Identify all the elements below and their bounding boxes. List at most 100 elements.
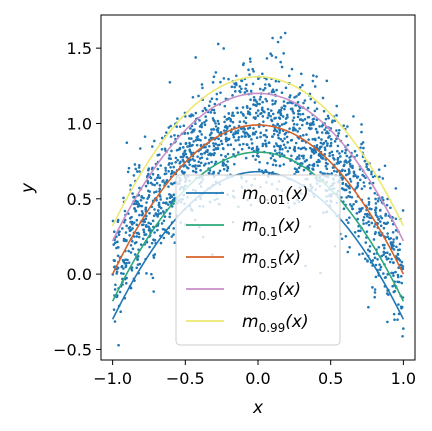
scatter-point	[393, 289, 397, 293]
scatter-point	[367, 203, 371, 206]
scatter-point	[397, 303, 400, 306]
scatter-point	[232, 132, 236, 135]
scatter-point	[227, 138, 230, 141]
scatter-point	[234, 139, 237, 142]
scatter-point	[295, 95, 298, 98]
x-tick-label: −0.5	[166, 369, 205, 388]
scatter-point	[313, 101, 317, 104]
scatter-point	[402, 327, 405, 330]
scatter-point	[187, 160, 191, 164]
scatter-point	[280, 152, 284, 156]
scatter-point	[140, 196, 143, 199]
scatter-point	[360, 142, 363, 146]
scatter-point	[325, 144, 329, 147]
scatter-point	[326, 142, 329, 145]
scatter-point	[257, 155, 260, 158]
scatter-point	[363, 184, 366, 188]
scatter-point	[192, 140, 195, 143]
scatter-point	[389, 241, 393, 244]
scatter-point	[152, 238, 155, 242]
scatter-point	[317, 136, 321, 139]
scatter-point	[283, 137, 286, 140]
scatter-point	[176, 117, 179, 120]
scatter-point	[280, 123, 284, 126]
scatter-point	[249, 89, 253, 93]
scatter-point	[124, 258, 127, 261]
scatter-point	[297, 112, 300, 116]
scatter-point	[188, 163, 191, 166]
scatter-point	[256, 102, 259, 106]
scatter-point	[298, 157, 301, 160]
scatter-point	[187, 137, 191, 140]
scatter-point	[278, 151, 281, 154]
scatter-point	[298, 109, 301, 112]
scatter-point	[114, 283, 117, 287]
scatter-point	[300, 154, 304, 158]
scatter-point	[365, 221, 368, 225]
scatter-point	[207, 161, 211, 165]
scatter-point	[135, 223, 139, 227]
scatter-point	[247, 68, 250, 72]
scatter-point	[230, 85, 234, 89]
scatter-point	[155, 181, 159, 185]
scatter-point	[351, 207, 354, 211]
scatter-point	[374, 275, 378, 279]
scatter-point	[361, 141, 365, 144]
scatter-point	[212, 128, 216, 131]
scatter-point	[131, 192, 134, 195]
scatter-point	[170, 162, 174, 165]
scatter-point	[271, 36, 274, 40]
scatter-point	[159, 198, 163, 201]
scatter-point	[296, 100, 300, 104]
scatter-point	[263, 86, 267, 90]
scatter-point	[261, 115, 265, 118]
scatter-point	[141, 237, 145, 241]
scatter-point	[380, 254, 384, 258]
scatter-point	[286, 115, 289, 119]
scatter-point	[142, 223, 145, 227]
scatter-point	[336, 144, 340, 148]
scatter-point	[242, 142, 245, 146]
scatter-point	[116, 218, 120, 222]
scatter-point	[154, 212, 158, 215]
scatter-point	[360, 187, 364, 191]
scatter-point	[247, 110, 250, 113]
scatter-point	[130, 215, 133, 219]
scatter-point	[312, 74, 315, 77]
scatter-point	[381, 196, 384, 199]
scatter-point	[222, 129, 226, 132]
scatter-point	[315, 143, 319, 147]
scatter-point	[286, 141, 289, 144]
scatter-point	[264, 142, 268, 145]
scatter-point	[203, 120, 206, 124]
scatter-point	[392, 312, 396, 316]
scatter-point	[319, 170, 322, 174]
scatter-point	[167, 126, 171, 129]
scatter-point	[212, 148, 216, 152]
scatter-point	[247, 146, 251, 149]
scatter-point	[219, 91, 222, 94]
scatter-point	[275, 130, 279, 133]
scatter-point	[298, 106, 302, 110]
scatter-point	[217, 171, 220, 175]
scatter-point	[261, 142, 265, 146]
scatter-point	[293, 96, 296, 99]
scatter-point	[163, 147, 167, 151]
scatter-point	[123, 261, 127, 265]
scatter-point	[151, 183, 154, 186]
scatter-point	[165, 178, 169, 182]
scatter-point	[152, 290, 155, 293]
scatter-point	[328, 151, 332, 155]
scatter-point	[131, 239, 134, 243]
scatter-point	[394, 187, 398, 190]
scatter-point	[167, 232, 171, 235]
scatter-point	[277, 136, 280, 140]
legend-label-0.01: m0.01(x)	[242, 184, 309, 207]
scatter-point	[313, 109, 317, 113]
legend-label-0.9: m0.9(x)	[242, 280, 301, 303]
scatter-point	[168, 192, 171, 196]
scatter-point	[151, 145, 154, 148]
scatter-point	[147, 168, 150, 172]
scatter-point	[168, 81, 172, 84]
scatter-point	[345, 154, 349, 158]
